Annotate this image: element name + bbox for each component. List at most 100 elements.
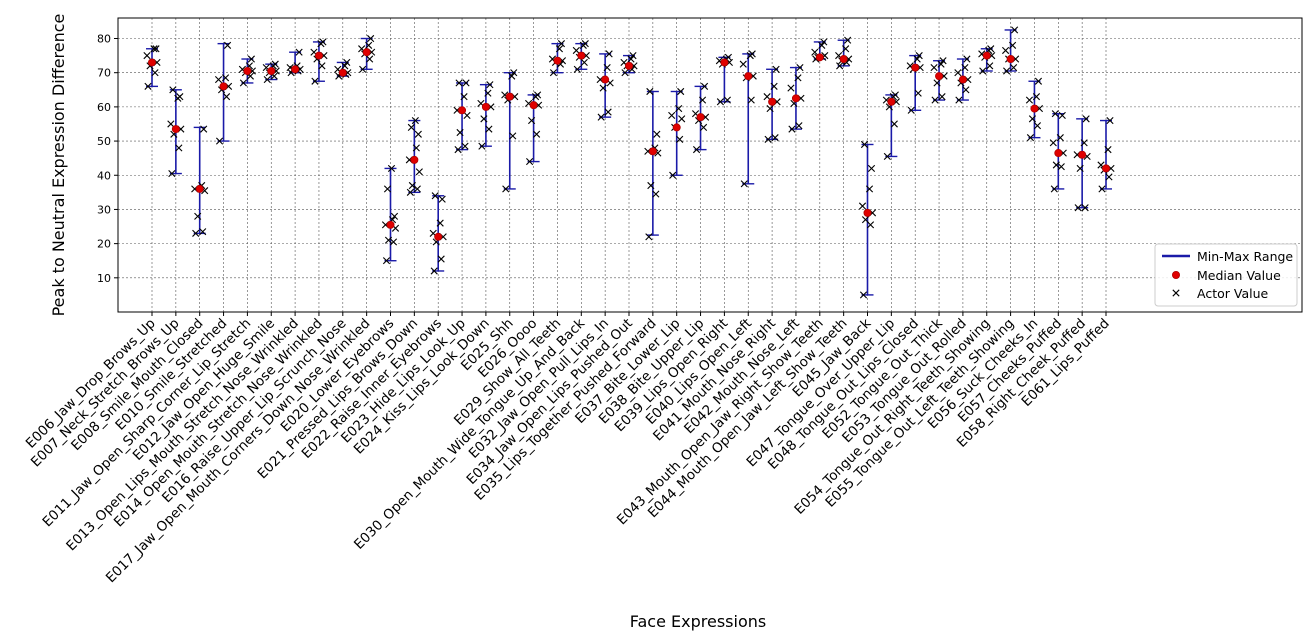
actor-marker-stroke [215, 137, 224, 145]
actor-marker-stroke [891, 91, 899, 99]
actor-marker [938, 93, 946, 101]
median-marker [291, 65, 300, 74]
plot-frame [117, 17, 1303, 313]
actor-marker-stroke [501, 91, 509, 99]
median-marker [911, 63, 920, 72]
median-marker [648, 147, 657, 156]
actor-marker-stroke [150, 45, 158, 53]
actor-marker-stroke [986, 62, 994, 70]
actor-marker-stroke [436, 219, 444, 227]
actor-marker-stroke [788, 125, 796, 133]
median-marker [601, 75, 610, 84]
actor-marker-stroke [627, 55, 635, 63]
actor-marker-stroke [599, 84, 607, 92]
actor-marker [414, 130, 422, 138]
actor-marker-stroke [318, 62, 326, 70]
actor-marker [1074, 204, 1082, 212]
actor-marker-stroke [454, 146, 462, 154]
actor-marker-stroke [341, 62, 349, 70]
actor-marker [215, 137, 224, 145]
actor-marker-stroke [413, 185, 421, 193]
median-markers [147, 48, 1111, 241]
actor-marker [621, 69, 629, 77]
actor-marker [1052, 161, 1060, 169]
actor-marker [915, 52, 923, 60]
actor-marker [771, 134, 779, 142]
actor-marker-stroke [175, 144, 183, 152]
actor-marker [319, 38, 327, 46]
x-axis-title: Face Expressions [630, 612, 766, 631]
actor-marker [534, 91, 542, 99]
actor-marker-stroke [406, 188, 414, 196]
actor-marker-stroke [883, 152, 891, 161]
actor-marker [367, 34, 375, 43]
actor-marker-stroke [1106, 116, 1114, 125]
actor-marker-stroke [1083, 152, 1091, 161]
actor-marker-stroke [978, 50, 986, 58]
actor-marker-stroke [238, 65, 246, 73]
actor-marker-stroke [603, 63, 611, 72]
legend-label-range: Min-Max Range [1197, 249, 1293, 264]
actor-marker [484, 89, 492, 97]
actor-marker-stroke [382, 257, 391, 265]
actor-marker-stroke [1003, 67, 1011, 75]
actor-marker-stroke [907, 106, 915, 114]
actor-marker-stroke [200, 125, 208, 133]
actor-marker [1049, 139, 1057, 147]
actor-marker [668, 111, 676, 120]
actor-marker [844, 36, 852, 44]
median-marker [1054, 149, 1063, 158]
actor-marker-stroke [771, 134, 779, 142]
actor-marker-stroke [367, 34, 375, 43]
actor-marker-stroke [358, 45, 366, 53]
actor-marker-stroke [509, 132, 517, 140]
actor-marker [214, 75, 223, 84]
actor-marker [1057, 163, 1065, 171]
actor-marker-stroke [463, 111, 471, 120]
actor-marker-stroke [675, 105, 683, 113]
actor-marker [143, 52, 151, 60]
median-marker [434, 232, 443, 241]
actor-marker [454, 146, 462, 154]
actor-marker-stroke [194, 212, 202, 220]
actor-marker-stroke [621, 69, 629, 77]
actor-marker-stroke [389, 238, 398, 246]
actor-marker [645, 233, 653, 241]
actor-marker [859, 291, 868, 299]
actor-marker [221, 74, 230, 82]
actor-marker [675, 105, 683, 113]
actor-marker [739, 60, 747, 68]
legend-actor-swatch [1172, 289, 1180, 297]
actor-marker [263, 75, 271, 84]
actor-marker-stroke [460, 93, 468, 101]
median-marker [505, 92, 514, 101]
actor-marker-stroke [740, 180, 748, 188]
actor-marker-stroke [221, 74, 230, 82]
actor-marker-stroke [796, 63, 804, 72]
actor-marker-stroke [654, 149, 662, 157]
actor-marker [343, 58, 351, 67]
actor-marker-stroke [478, 142, 486, 150]
actor-marker [770, 82, 778, 90]
actor-marker [794, 74, 802, 82]
actor-marker [152, 45, 160, 53]
actor-marker-stroke [270, 72, 278, 80]
actor-marker-stroke [222, 93, 231, 101]
actor-marker [1058, 111, 1066, 120]
actor-marker-stroke [676, 135, 684, 143]
actor-marker-stroke [286, 63, 294, 72]
actor-marker-stroke [1050, 185, 1058, 193]
median-marker [982, 51, 991, 60]
actor-marker-stroke [152, 45, 160, 53]
actor-marker-stroke [715, 57, 723, 65]
actor-marker-stroke [1010, 63, 1018, 72]
actor-marker [1028, 115, 1037, 123]
actor-marker [387, 164, 396, 173]
actor-marker [723, 96, 731, 104]
actor-marker-stroke [646, 87, 654, 96]
actor-marker [1056, 134, 1064, 142]
actor-marker [678, 115, 686, 123]
actor-marker [931, 96, 939, 104]
actor-marker-stroke [239, 79, 247, 87]
